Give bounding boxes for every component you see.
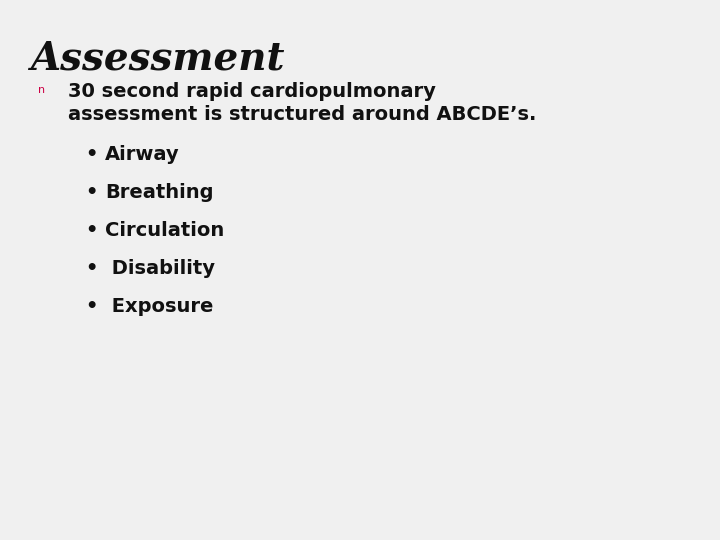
- Text: Assessment: Assessment: [30, 40, 284, 78]
- Text: Exposure: Exposure: [105, 297, 213, 316]
- Text: Disability: Disability: [105, 259, 215, 278]
- Text: •: •: [85, 221, 97, 240]
- Text: Circulation: Circulation: [105, 221, 224, 240]
- Text: n: n: [38, 85, 45, 95]
- Text: •: •: [85, 297, 97, 316]
- Text: assessment is structured around ABCDE’s.: assessment is structured around ABCDE’s.: [68, 105, 536, 124]
- Text: 30 second rapid cardiopulmonary: 30 second rapid cardiopulmonary: [68, 82, 436, 101]
- Text: •: •: [85, 259, 97, 278]
- Text: •: •: [85, 183, 97, 202]
- Text: Breathing: Breathing: [105, 183, 214, 202]
- Text: •: •: [85, 145, 97, 164]
- Text: Airway: Airway: [105, 145, 179, 164]
